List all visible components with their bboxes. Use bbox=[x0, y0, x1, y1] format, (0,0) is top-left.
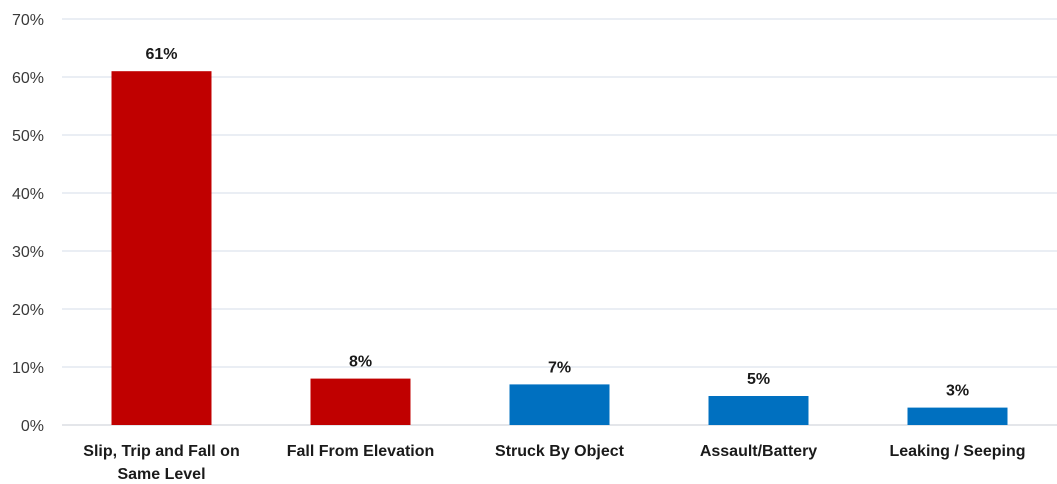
gridlines bbox=[62, 18, 1057, 426]
data-label: 61% bbox=[145, 46, 177, 63]
data-labels: 61% 8% 7% 5% 3% bbox=[145, 46, 969, 399]
bar bbox=[310, 378, 411, 425]
y-tick-label: 60% bbox=[12, 70, 44, 87]
data-label: 3% bbox=[946, 383, 969, 400]
y-tick-label: 0% bbox=[21, 418, 44, 435]
category-label: Struck By Object bbox=[495, 443, 625, 460]
bar bbox=[907, 407, 1008, 425]
y-tick-label: 10% bbox=[12, 360, 44, 377]
y-tick-label: 30% bbox=[12, 244, 44, 261]
category-label: Leaking / Seeping bbox=[889, 443, 1025, 460]
bar bbox=[509, 384, 610, 425]
bar bbox=[111, 71, 212, 425]
data-label: 5% bbox=[747, 371, 770, 388]
category-label: Same Level bbox=[117, 466, 205, 483]
bars bbox=[111, 71, 1008, 425]
y-tick-label: 40% bbox=[12, 186, 44, 203]
bar bbox=[708, 396, 809, 425]
y-tick-label: 50% bbox=[12, 128, 44, 145]
category-label: Slip, Trip and Fall on bbox=[83, 443, 239, 460]
y-tick-label: 70% bbox=[12, 12, 44, 29]
category-label: Assault/Battery bbox=[700, 443, 817, 460]
y-tick-label: 20% bbox=[12, 302, 44, 319]
category-label: Fall From Elevation bbox=[287, 443, 435, 460]
y-axis-tick-labels: 0% 10% 20% 30% 40% 50% 60% 70% bbox=[12, 12, 44, 435]
x-axis-category-labels: Slip, Trip and Fall on Same Level Fall Fro… bbox=[83, 443, 1025, 483]
data-label: 8% bbox=[349, 354, 372, 371]
data-label: 7% bbox=[548, 359, 571, 376]
